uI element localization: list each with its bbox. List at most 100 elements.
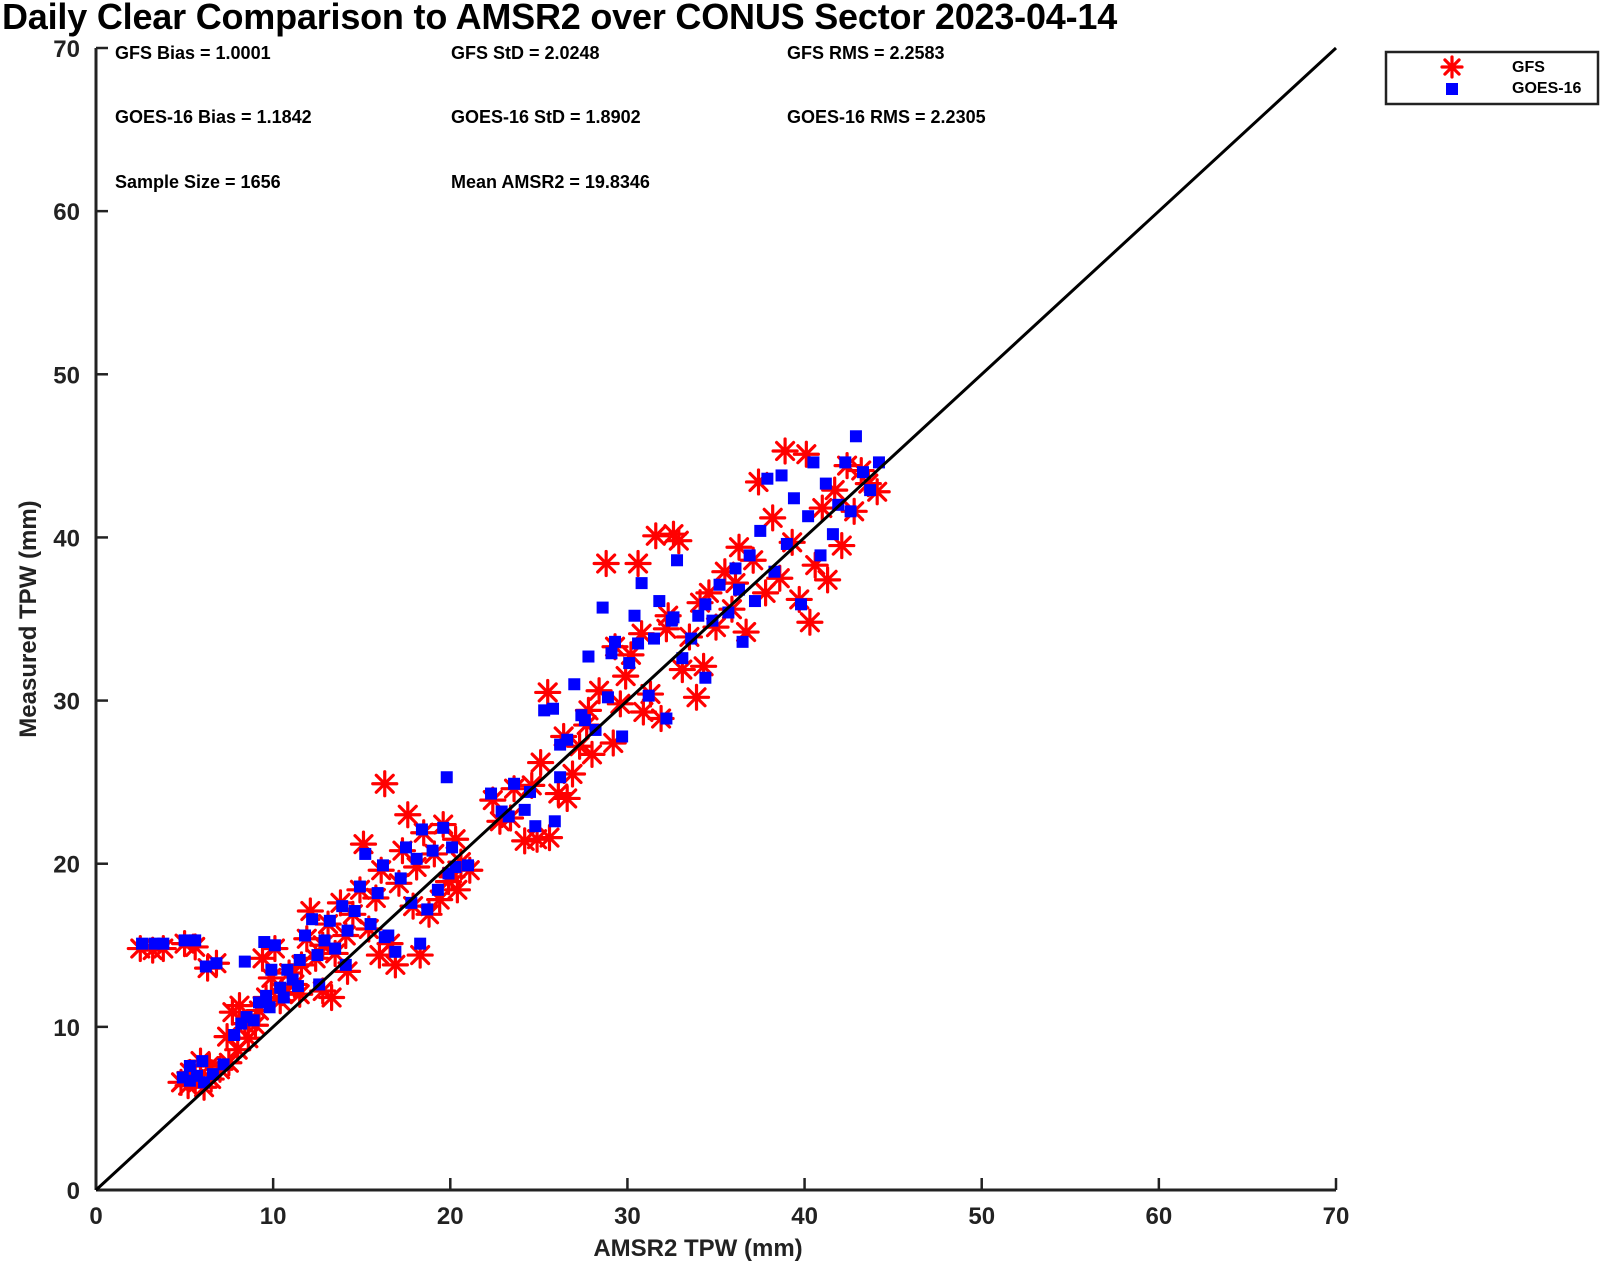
- legend-box: [1384, 50, 1600, 106]
- legend-gfs-marker: [1440, 55, 1464, 79]
- y-tick-label: 50: [53, 362, 80, 389]
- goes-point: [596, 601, 609, 614]
- goes-point: [529, 820, 542, 833]
- goes-point: [277, 991, 290, 1004]
- gfs-point: [665, 527, 693, 555]
- goes-point: [353, 880, 366, 893]
- goes-point: [306, 913, 319, 926]
- stat-gfs-bias: GFS Bias = 1.0001: [115, 43, 271, 63]
- x-ticks: 0 10 20 30 40 50 60 70: [89, 1178, 1349, 1230]
- gfs-point: [808, 494, 836, 522]
- goes-point: [431, 883, 444, 896]
- goes-point: [733, 583, 746, 596]
- goes-point: [376, 859, 389, 872]
- goes-point: [616, 730, 629, 743]
- x-tick-label: 20: [437, 1203, 464, 1230]
- chart-title: Daily Clear Comparison to AMSR2 over CON…: [2, 0, 1118, 37]
- goes-point: [235, 1017, 248, 1030]
- stat-sample-size: Sample Size = 1656: [115, 172, 281, 192]
- y-tick-label: 30: [53, 689, 80, 716]
- goes-point: [623, 657, 636, 670]
- goes-point: [839, 456, 852, 469]
- goes-point: [136, 937, 149, 950]
- goes-point: [568, 678, 581, 691]
- goes-point: [299, 929, 312, 942]
- x-tick-label: 30: [614, 1203, 641, 1230]
- goes-point: [642, 689, 655, 702]
- gfs-point: [771, 437, 799, 465]
- goes-point: [795, 598, 808, 611]
- goes-point: [415, 823, 428, 836]
- goes-point: [780, 537, 793, 550]
- goes-point: [814, 549, 827, 562]
- goes-point: [217, 1058, 230, 1071]
- goes-point: [265, 963, 278, 976]
- goes-point: [189, 934, 202, 947]
- goes-point: [410, 852, 423, 865]
- goes-point: [364, 918, 377, 931]
- goes-point: [323, 914, 336, 927]
- legend-gfs-label: GFS: [1512, 59, 1545, 76]
- legend-goes-label: GOES-16: [1512, 80, 1581, 97]
- x-tick-label: 70: [1323, 1203, 1350, 1230]
- goes-point: [713, 578, 726, 591]
- y-tick-label: 20: [53, 852, 80, 879]
- gfs-point: [553, 784, 581, 813]
- one-to-one-line: [94, 46, 1338, 1192]
- goes-point: [228, 1029, 241, 1042]
- y-ticks: 0 10 20 30 40 50 60 70: [53, 36, 108, 1205]
- goes-point: [667, 611, 680, 624]
- y-tick-label: 0: [67, 1178, 80, 1205]
- goes-point: [329, 942, 342, 955]
- goes-point: [274, 981, 287, 994]
- series-goes: [136, 430, 885, 1089]
- x-tick-label: 10: [260, 1203, 287, 1230]
- goes-point: [601, 691, 614, 704]
- goes-point: [414, 937, 427, 950]
- goes-point: [676, 652, 689, 665]
- y-tick-label: 70: [53, 36, 80, 63]
- goes-point: [807, 456, 820, 469]
- legend: GFS GOES-16: [1384, 50, 1600, 106]
- goes-point: [635, 577, 648, 590]
- goes-point: [421, 903, 434, 916]
- gfs-point: [365, 941, 394, 969]
- y-tick-label: 40: [53, 525, 80, 552]
- goes-point: [628, 609, 641, 622]
- goes-point: [775, 469, 788, 482]
- goes-point: [857, 466, 870, 479]
- goes-point: [238, 955, 251, 968]
- y-axis-label: Measured TPW (mm): [15, 500, 42, 737]
- gfs-point: [578, 740, 606, 769]
- x-tick-label: 50: [968, 1203, 995, 1230]
- stat-gfs-rms: GFS RMS = 2.2583: [787, 43, 945, 63]
- goes-point: [632, 637, 645, 650]
- goes-point: [485, 787, 498, 800]
- goes-point: [736, 635, 749, 648]
- goes-point: [405, 896, 418, 909]
- goes-point: [699, 598, 712, 611]
- goes-point: [206, 1068, 219, 1081]
- goes-point: [437, 821, 450, 834]
- goes-point: [263, 1001, 276, 1014]
- stat-gfs-std: GFS StD = 2.0248: [451, 43, 600, 63]
- goes-point: [210, 957, 223, 970]
- goes-point: [685, 632, 698, 645]
- goes-point: [440, 771, 453, 784]
- legend-asterisk-icon: [1440, 55, 1464, 79]
- goes-point: [311, 949, 324, 962]
- gfs-point: [534, 678, 562, 707]
- goes-point: [183, 1060, 196, 1073]
- gfs-point: [527, 748, 555, 777]
- goes-point: [754, 524, 767, 537]
- goes-point: [260, 989, 273, 1002]
- goes-point: [802, 510, 815, 523]
- goes-point: [692, 609, 705, 622]
- y-tick-label: 60: [53, 199, 80, 226]
- y-tick-label: 10: [53, 1015, 80, 1042]
- goes-point: [518, 803, 531, 816]
- stat-goes-bias: GOES-16 Bias = 1.1842: [115, 107, 312, 127]
- series-gfs: [126, 437, 891, 1101]
- goes-point: [605, 647, 618, 660]
